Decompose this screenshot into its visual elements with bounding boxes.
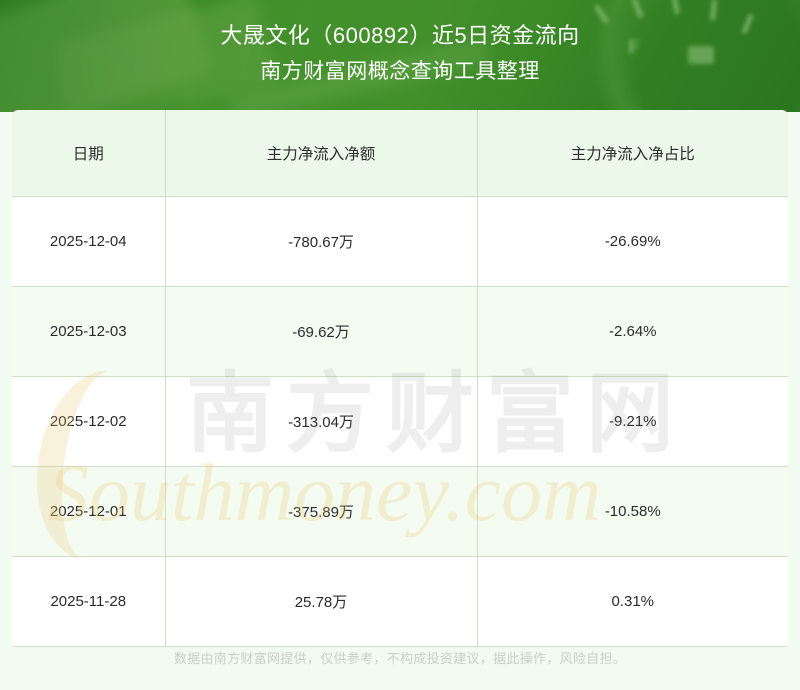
cell-net-amount: -69.62万: [165, 286, 478, 377]
cell-net-amount: -780.67万: [165, 196, 478, 287]
fund-flow-table: 日期 主力净流入净额 主力净流入净占比 2025-12-04 -780.67万 …: [12, 110, 788, 647]
fuel-pump-icon: [688, 46, 714, 64]
table-body: 2025-12-04 -780.67万 -26.69% 2025-12-03 -…: [12, 196, 788, 647]
column-header-date: 日期: [12, 110, 166, 197]
table-row: 2025-12-03 -69.62万 -2.64%: [12, 286, 788, 377]
disclaimer-text: 数据由南方财富网提供，仅供参考，不构成投资建议，据此操作，风险自担。: [173, 651, 627, 666]
cell-net-ratio: -9.21%: [477, 376, 788, 467]
cell-date: 2025-12-03: [12, 286, 166, 377]
banner-title-group: 大晟文化（600892）近5日资金流向 南方财富网概念查询工具整理: [0, 0, 800, 87]
banner-background-artwork: F: [0, 0, 800, 112]
fuel-gauge-icon: [600, 0, 800, 112]
page-title: 大晟文化（600892）近5日资金流向: [220, 23, 580, 48]
cell-net-ratio: 0.31%: [477, 556, 788, 647]
cell-date: 2025-11-28: [12, 556, 166, 647]
table-row: 2025-11-28 25.78万 0.31%: [12, 556, 788, 647]
cell-net-amount: -375.89万: [165, 466, 478, 557]
cell-date: 2025-12-04: [12, 196, 166, 287]
cell-net-amount: -313.04万: [165, 376, 478, 467]
table-row: 2025-12-04 -780.67万 -26.69%: [12, 196, 788, 287]
cell-date: 2025-12-02: [12, 376, 166, 467]
gauge-full-label-icon: F: [627, 36, 640, 58]
table-header-row: 日期 主力净流入净额 主力净流入净占比: [12, 110, 788, 197]
table-row: 2025-12-02 -313.04万 -9.21%: [12, 376, 788, 467]
table-header: 日期 主力净流入净额 主力净流入净占比: [12, 110, 788, 197]
cell-date: 2025-12-01: [12, 466, 166, 557]
cell-net-ratio: -2.64%: [477, 286, 788, 377]
header-banner: F 大晟文化（600892）近5日资金流向 南方财富网概念查询工具整理: [0, 0, 800, 112]
table-row: 2025-12-01 -375.89万 -10.58%: [12, 466, 788, 557]
column-header-net-ratio: 主力净流入净占比: [477, 110, 788, 197]
page-subtitle: 南方财富网概念查询工具整理: [260, 60, 540, 83]
fund-flow-table-container: 日期 主力净流入净额 主力净流入净占比 2025-12-04 -780.67万 …: [12, 110, 788, 647]
fuel-gauge-inner-icon: [620, 0, 800, 112]
cell-net-ratio: -26.69%: [477, 196, 788, 287]
cell-net-ratio: -10.58%: [477, 466, 788, 557]
cell-net-amount: 25.78万: [165, 556, 478, 647]
column-header-net-amount: 主力净流入净额: [165, 110, 478, 197]
